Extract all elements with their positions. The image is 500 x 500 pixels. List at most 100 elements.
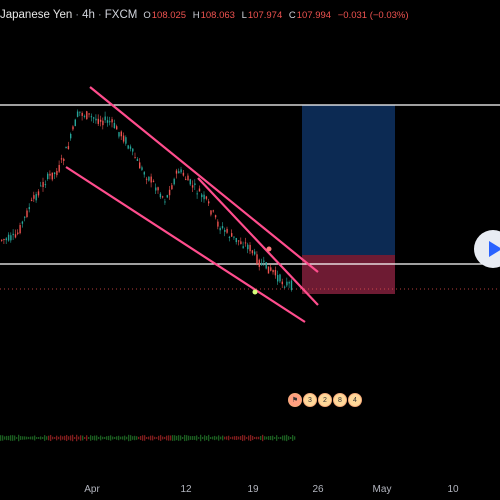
candle-body: [47, 173, 49, 180]
ohlc-values: O108.025 H108.063 L107.974 C107.994 −0.0…: [143, 9, 409, 21]
volume-bar: [148, 436, 150, 440]
candle-body: [74, 119, 76, 127]
volume-bar: [122, 436, 124, 440]
event-badge[interactable]: 3: [303, 393, 317, 407]
volume-bar: [236, 436, 238, 440]
volume-bar: [16, 437, 18, 439]
candle-body: [219, 228, 221, 231]
candle-body: [187, 175, 189, 181]
volume-bar: [84, 437, 86, 439]
candle-body: [203, 194, 205, 200]
candle-body: [65, 146, 67, 149]
candle-body: [240, 241, 242, 245]
candle-body: [111, 119, 113, 123]
candle-body: [129, 146, 132, 149]
volume-bar: [164, 436, 166, 440]
volume-bar: [32, 436, 34, 440]
volume-bar: [204, 435, 206, 441]
candle-body: [189, 179, 191, 185]
candle-body: [263, 260, 265, 262]
candle-body: [30, 199, 33, 201]
flag-icon[interactable]: ⚑: [288, 393, 302, 407]
event-badge[interactable]: 2: [318, 393, 332, 407]
candle-body: [83, 115, 86, 117]
candle-body: [191, 185, 194, 188]
volume-bar: [246, 437, 248, 439]
volume-bar: [224, 436, 226, 440]
swing-marker: [252, 289, 258, 295]
volume-bar: [12, 435, 14, 441]
candle-body: [63, 158, 65, 161]
volume-bar: [154, 436, 156, 440]
candle-body: [235, 237, 237, 243]
candle-body: [44, 184, 47, 186]
volume-bar: [180, 435, 182, 441]
volume-bar: [48, 435, 50, 441]
economic-events[interactable]: ⚑ 3 2 8 4: [288, 391, 362, 409]
volume-bar: [282, 435, 284, 441]
candle-body: [51, 172, 53, 180]
volume-bar: [184, 434, 186, 442]
candle-body: [81, 113, 83, 116]
volume-bar: [76, 434, 78, 442]
candle-body: [24, 216, 26, 218]
volume-bar: [172, 435, 174, 441]
candle-body: [283, 286, 286, 288]
candle-body: [166, 195, 168, 198]
time-axis[interactable]: Apr 12 19 26 May 10: [0, 484, 500, 498]
candle-body: [237, 240, 240, 242]
volume-bar: [220, 436, 222, 440]
event-badge[interactable]: 4: [348, 393, 362, 407]
candle-body: [148, 176, 150, 181]
volume-bar: [134, 435, 136, 441]
volume-bar: [62, 436, 64, 440]
candle-body: [150, 176, 152, 183]
volume-bar: [244, 435, 246, 441]
candle-body: [256, 254, 258, 265]
candle-body: [228, 236, 231, 238]
volume-bar: [66, 434, 68, 442]
interval-label[interactable]: 4h: [82, 9, 95, 21]
candle-body: [210, 210, 212, 215]
volume-bar: [112, 436, 114, 440]
candle-body: [97, 118, 99, 124]
candle-body: [70, 133, 72, 139]
candle-body: [113, 122, 116, 129]
candle-body: [37, 191, 40, 196]
volume-bar: [124, 435, 126, 441]
volume-bar: [284, 435, 286, 441]
symbol-name[interactable]: Japanese Yen: [0, 9, 73, 21]
event-badge[interactable]: 8: [333, 393, 347, 407]
candle-body: [139, 162, 141, 169]
candle-body: [125, 137, 127, 144]
volume-bar: [140, 435, 142, 441]
volume-bar: [10, 435, 12, 441]
volume-bar: [156, 437, 158, 439]
volume-bar: [178, 435, 180, 441]
volume-bar: [192, 436, 194, 440]
volume-bar: [118, 435, 120, 441]
volume-bar: [20, 436, 22, 440]
volume-bar: [152, 435, 154, 441]
volume-bar: [72, 434, 74, 442]
volume-bar: [116, 436, 118, 440]
candle-body: [267, 266, 270, 274]
replay-button[interactable]: [474, 230, 500, 268]
volume-bar: [280, 436, 282, 440]
candle-body: [208, 201, 210, 204]
candle-body: [247, 244, 249, 250]
volume-bar: [126, 436, 128, 440]
volume-bar: [248, 435, 250, 441]
volume-bar: [42, 437, 44, 439]
candle-body: [270, 267, 272, 271]
volume-bar: [194, 436, 196, 440]
volume-bar: [252, 435, 254, 441]
volume-bar: [268, 436, 270, 440]
candle-body: [260, 262, 263, 266]
volume-bar: [24, 436, 26, 440]
candle-body: [286, 281, 288, 286]
candle-body: [272, 269, 274, 273]
volume-bar: [38, 437, 40, 439]
